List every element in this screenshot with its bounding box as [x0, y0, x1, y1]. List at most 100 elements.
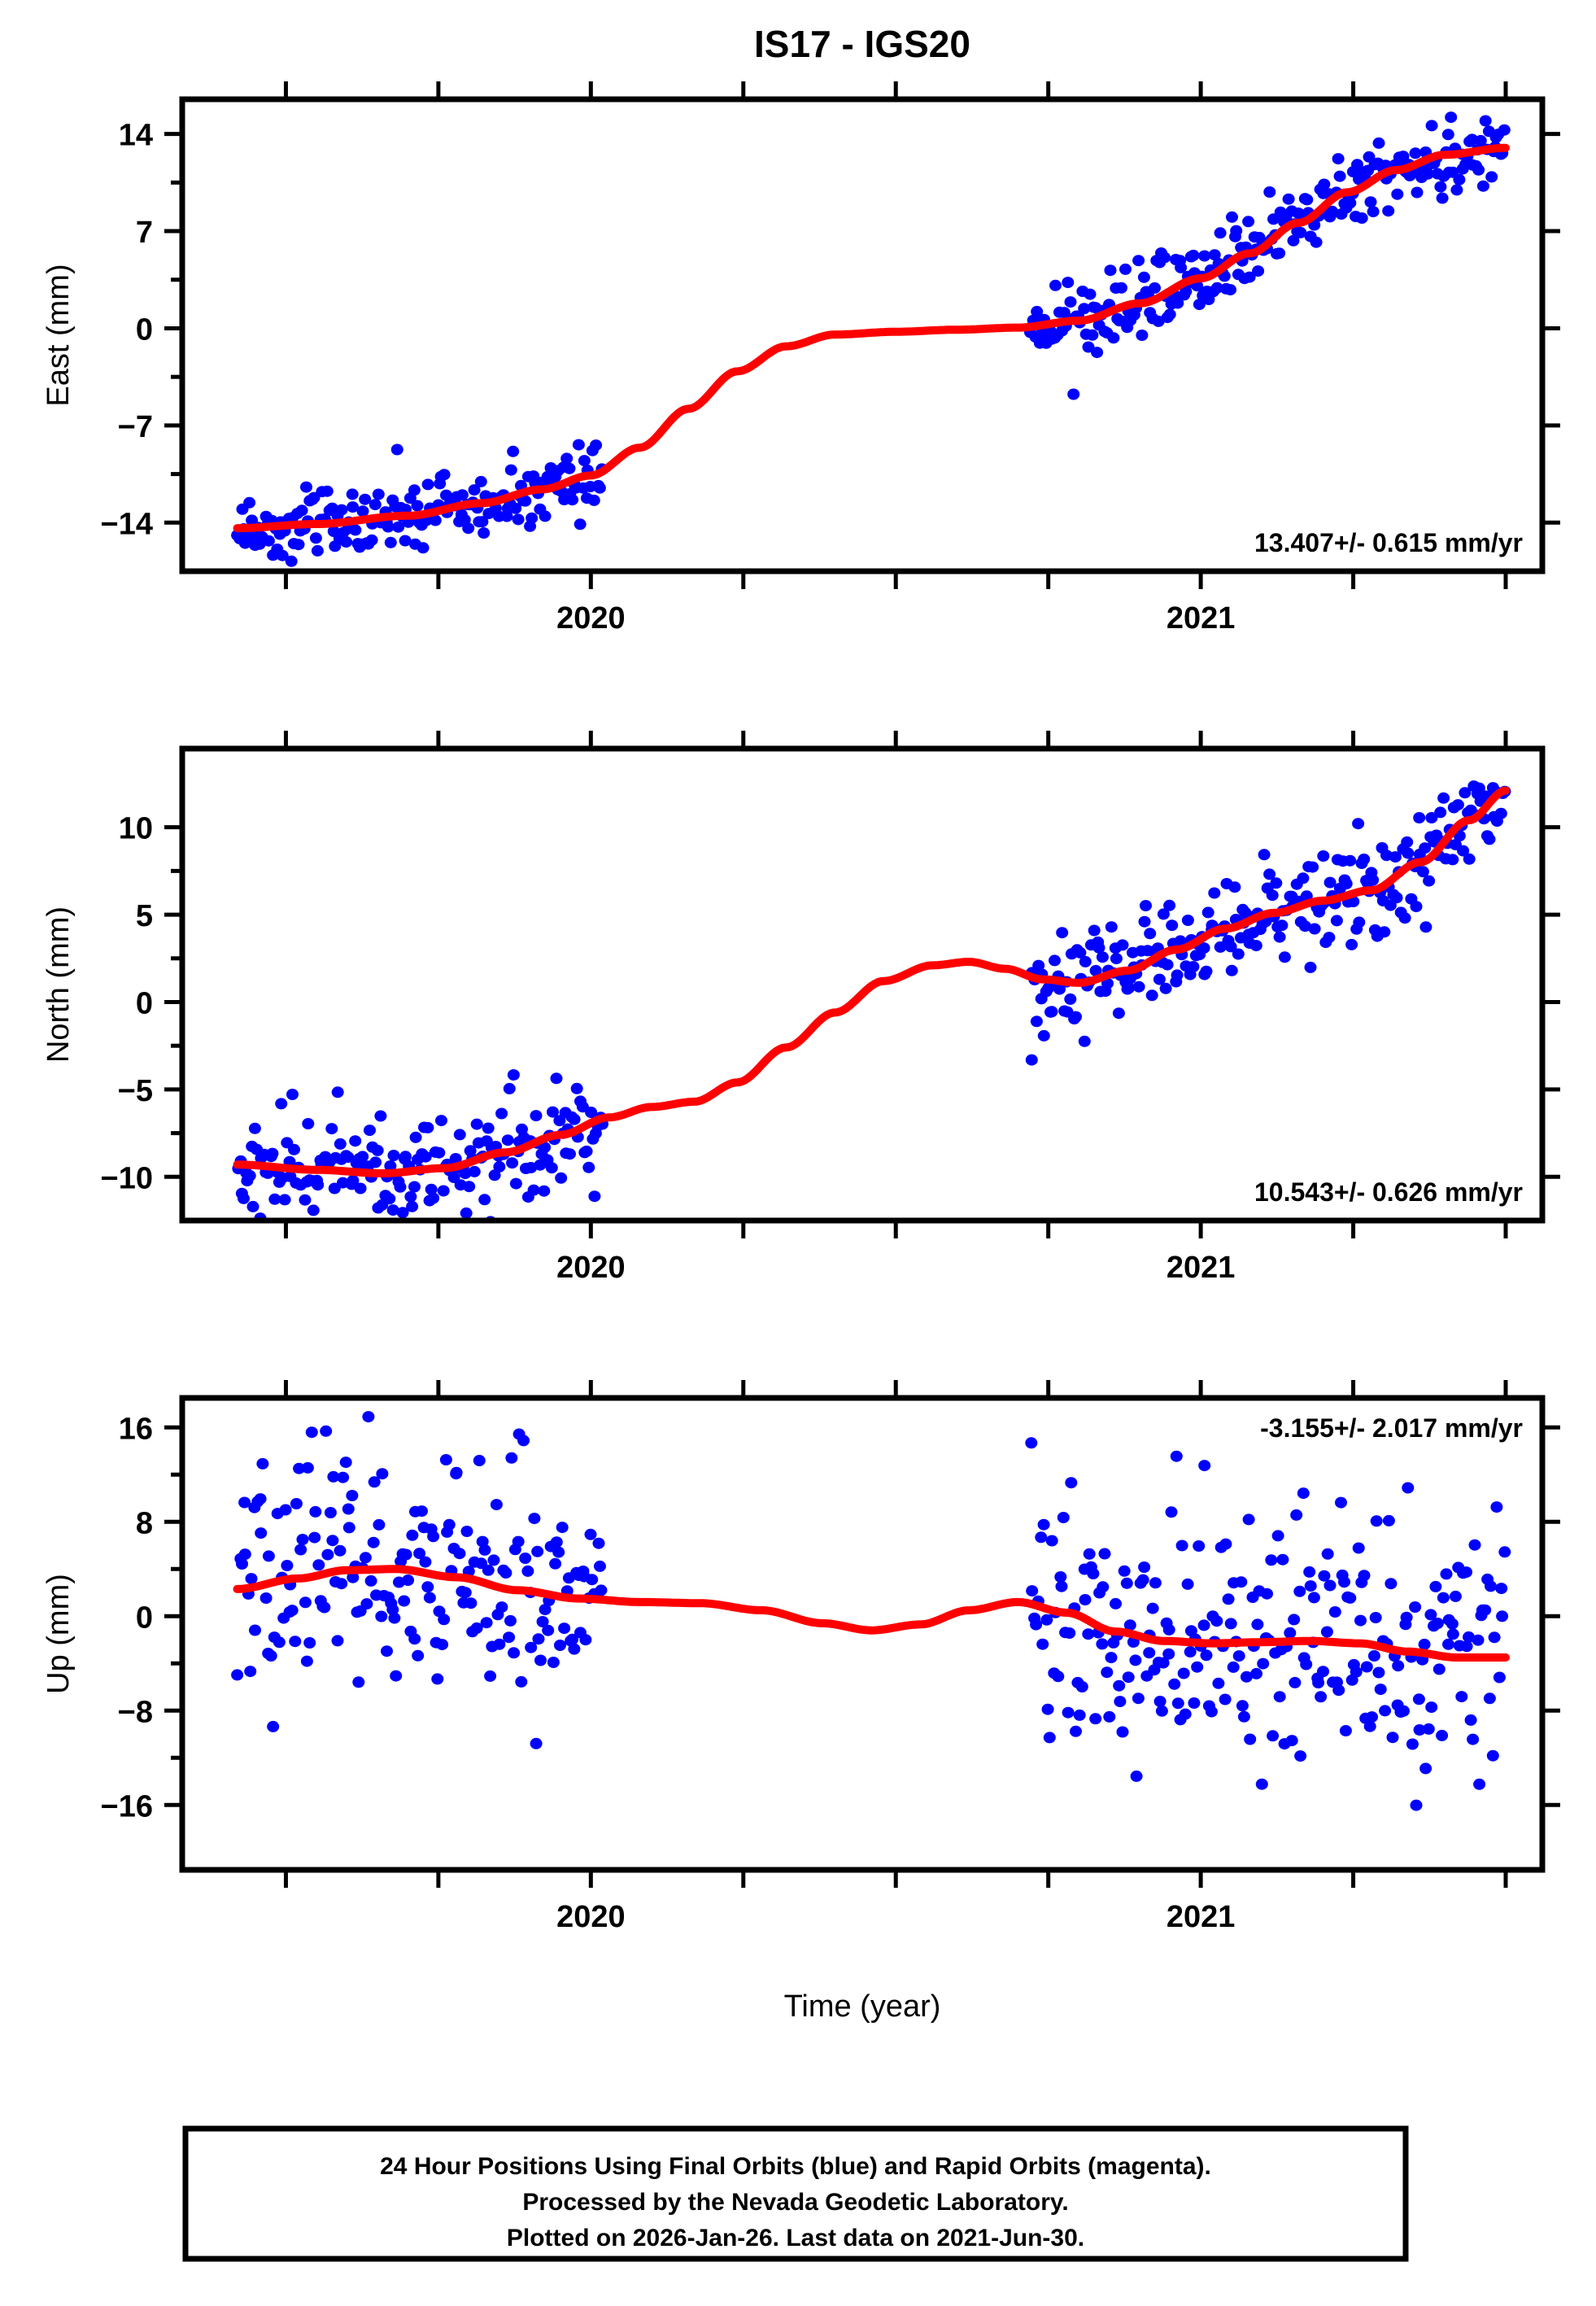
- data-point: [1153, 1696, 1166, 1707]
- data-point: [1266, 889, 1279, 902]
- data-point: [1201, 906, 1214, 919]
- data-point: [312, 1559, 325, 1571]
- data-point: [1298, 920, 1311, 932]
- data-point: [1157, 908, 1170, 920]
- data-point: [453, 1548, 466, 1560]
- data-point: [1363, 1720, 1376, 1732]
- data-point: [509, 502, 522, 514]
- data-point: [275, 1098, 288, 1110]
- data-point: [1224, 1618, 1237, 1630]
- data-point: [273, 1636, 286, 1649]
- data-point: [1123, 1619, 1136, 1631]
- data-point: [1036, 1638, 1049, 1650]
- data-point: [1493, 1671, 1506, 1684]
- data-point: [437, 1185, 450, 1197]
- data-point: [1098, 1548, 1111, 1560]
- data-point: [1055, 1580, 1068, 1592]
- data-point: [356, 505, 369, 518]
- data-point: [307, 1204, 320, 1216]
- data-point: [1118, 1565, 1131, 1577]
- data-point: [495, 1107, 508, 1120]
- data-point: [1351, 159, 1363, 171]
- data-point: [539, 1604, 552, 1616]
- data-point: [1200, 1649, 1213, 1662]
- data-point: [334, 1138, 347, 1150]
- data-point: [460, 1526, 473, 1537]
- data-point: [558, 1622, 571, 1635]
- data-point: [1358, 854, 1371, 865]
- data-point: [1468, 1539, 1481, 1551]
- data-point: [464, 1597, 477, 1609]
- data-point: [1339, 1725, 1352, 1736]
- data-point: [1467, 1733, 1480, 1745]
- data-point: [1418, 1638, 1431, 1650]
- data-point: [1224, 941, 1237, 953]
- data-point: [1188, 1697, 1201, 1709]
- data-point: [1228, 881, 1241, 893]
- data-point: [506, 1157, 519, 1169]
- data-point: [368, 1476, 381, 1488]
- data-point: [1352, 1542, 1365, 1554]
- data-point: [1181, 1578, 1194, 1590]
- data-point: [1232, 948, 1245, 960]
- data-point: [369, 1156, 382, 1168]
- data-point: [243, 496, 256, 509]
- data-point: [1287, 234, 1300, 247]
- data-point: [390, 443, 403, 456]
- data-point: [1450, 184, 1463, 196]
- data-point: [1157, 1657, 1170, 1669]
- data-point: [1084, 288, 1097, 300]
- data-point: [1064, 993, 1077, 1005]
- data-point: [413, 1548, 426, 1560]
- data-point: [1232, 1650, 1245, 1662]
- data-point: [1479, 1604, 1492, 1616]
- fit-line: [233, 143, 1510, 533]
- plot-area: [232, 780, 1511, 1221]
- data-point: [429, 514, 442, 526]
- data-point: [1463, 853, 1476, 865]
- data-point: [238, 1496, 251, 1509]
- data-point: [1236, 1700, 1249, 1712]
- data-point: [1091, 347, 1104, 359]
- y-tick-label: −8: [118, 1695, 153, 1729]
- data-point: [593, 482, 606, 494]
- data-point: [1367, 874, 1380, 886]
- data-point: [1162, 1623, 1175, 1636]
- y-tick-label: 0: [136, 986, 153, 1020]
- data-point: [542, 1624, 555, 1636]
- data-point: [1170, 1450, 1183, 1462]
- data-point: [449, 1153, 462, 1164]
- data-point: [1129, 1654, 1142, 1666]
- data-point: [525, 1641, 538, 1653]
- data-point: [1290, 1509, 1303, 1521]
- data-point: [488, 1169, 501, 1181]
- data-point: [254, 1493, 267, 1505]
- data-point: [362, 1411, 375, 1423]
- data-point: [1045, 1535, 1058, 1547]
- data-point: [1062, 1706, 1075, 1719]
- data-point: [482, 1564, 495, 1576]
- data-point: [1163, 308, 1176, 321]
- data-point: [1030, 1618, 1043, 1631]
- data-point: [1062, 277, 1075, 289]
- data-point: [1067, 388, 1080, 400]
- data-point: [281, 1560, 294, 1571]
- data-point: [566, 494, 579, 506]
- data-point: [530, 1110, 543, 1122]
- data-point: [1412, 1693, 1425, 1705]
- data-point: [1097, 1581, 1110, 1593]
- data-point: [556, 1522, 569, 1534]
- data-point: [1089, 1713, 1102, 1725]
- data-point: [1179, 1708, 1192, 1720]
- data-point: [311, 544, 324, 557]
- data-point: [1410, 901, 1423, 913]
- data-point: [531, 1545, 544, 1557]
- data-point: [1398, 912, 1411, 924]
- data-point: [519, 495, 532, 507]
- data-point: [1230, 225, 1243, 237]
- data-point: [1212, 1677, 1225, 1689]
- data-point: [321, 1548, 334, 1561]
- data-point: [309, 1505, 322, 1518]
- data-point: [1307, 1592, 1320, 1604]
- data-point: [326, 1535, 339, 1547]
